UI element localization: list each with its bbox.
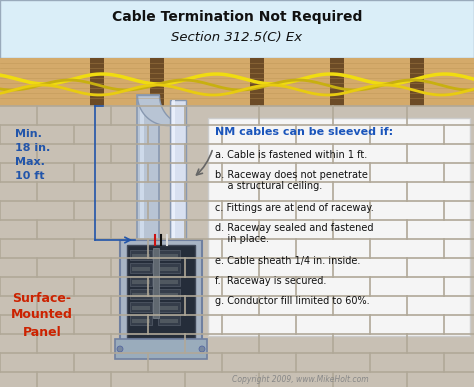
Bar [132,267,150,271]
Text: Section 312.5(C) Ex: Section 312.5(C) Ex [172,31,302,45]
Text: g. Conductor fill limited to 60%.: g. Conductor fill limited to 60%. [215,296,370,306]
Bar [132,306,150,310]
Bar [120,240,202,355]
Bar [158,263,180,273]
Text: a. Cable is fastened within 1 ft.: a. Cable is fastened within 1 ft. [215,150,367,160]
Bar [158,302,180,312]
Bar [153,248,159,318]
Text: Copyright 2009, www.MikeHolt.com: Copyright 2009, www.MikeHolt.com [232,375,368,385]
Bar [158,315,180,325]
Bar [130,302,152,312]
Circle shape [117,346,123,352]
Bar [158,250,180,260]
Bar [160,267,178,271]
Text: a structural ceiling.: a structural ceiling. [215,181,322,191]
Bar [140,95,144,265]
Bar [130,250,152,260]
Bar [250,58,264,106]
Text: d. Raceway sealed and fastened: d. Raceway sealed and fastened [215,223,374,233]
Bar [330,58,344,106]
Bar [158,276,180,286]
Bar [172,100,175,250]
Text: Min.
18 in.
Max.
10 ft: Min. 18 in. Max. 10 ft [15,129,50,181]
Bar [130,276,152,286]
Bar [130,263,152,273]
Bar [158,289,180,299]
Text: Cable Termination Not Required: Cable Termination Not Required [112,10,362,24]
Bar [132,254,150,258]
Bar [160,254,178,258]
Circle shape [199,346,205,352]
Bar [160,280,178,284]
Bar [127,245,195,338]
Bar [137,95,159,265]
Bar [170,100,186,250]
Bar [160,319,178,323]
Text: b. Raceway does not penetrate: b. Raceway does not penetrate [215,170,368,180]
Bar [132,293,150,297]
Bar [208,118,470,336]
Bar [130,315,152,325]
Bar [160,306,178,310]
Text: NM cables can be sleeved if:: NM cables can be sleeved if: [215,127,393,137]
Text: c. Fittings are at end of raceway.: c. Fittings are at end of raceway. [215,203,374,213]
Bar [150,58,164,106]
Text: Surface-
Mounted
Panel: Surface- Mounted Panel [11,291,73,339]
Bar [132,280,150,284]
Text: f.  Raceway is secured.: f. Raceway is secured. [215,276,327,286]
Bar [0,106,474,387]
Text: in place.: in place. [215,234,269,244]
Bar [410,58,424,106]
Bar [132,319,150,323]
Bar [130,289,152,299]
Bar [0,0,474,58]
Text: e. Cable sheath 1/4 in. inside.: e. Cable sheath 1/4 in. inside. [215,256,360,266]
Bar [0,58,474,106]
Bar [90,58,104,106]
Bar [115,339,207,359]
Bar [160,293,178,297]
